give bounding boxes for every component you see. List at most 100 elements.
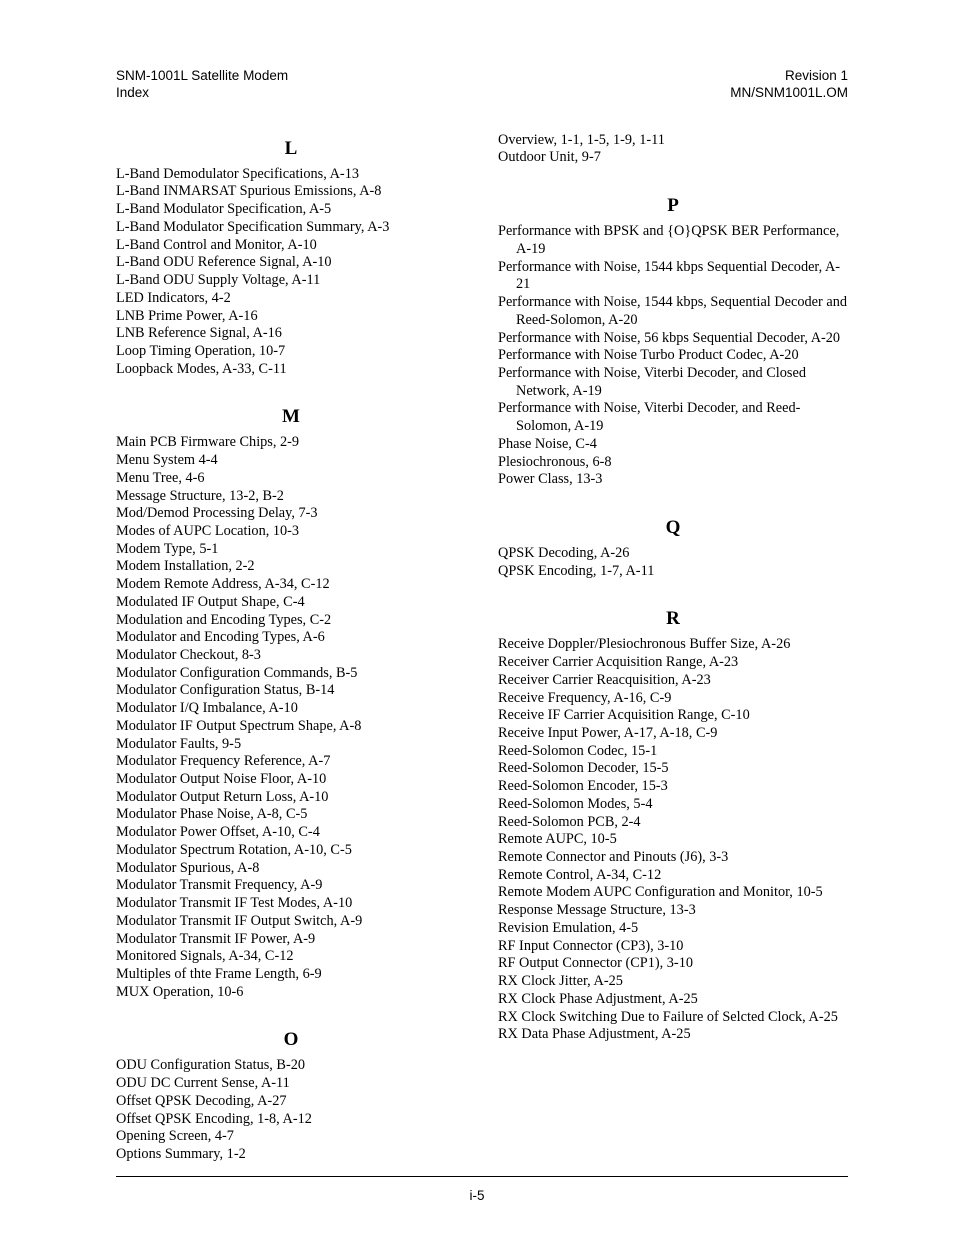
index-entry: Offset QPSK Decoding, A-27 [116,1093,466,1111]
index-entry: L-Band Demodulator Specifications, A-13 [116,166,466,184]
index-entry: Power Class, 13-3 [498,471,848,489]
index-entry: Modulator and Encoding Types, A-6 [116,629,466,647]
index-entry: Modulator Checkout, 8-3 [116,647,466,665]
left-column: LL-Band Demodulator Specifications, A-13… [116,132,466,1192]
index-entry: Performance with BPSK and {O}QPSK BER Pe… [498,223,848,258]
index-entry: Modem Type, 5-1 [116,541,466,559]
index-entry: Performance with Noise Turbo Product Cod… [498,347,848,365]
index-entry: ODU DC Current Sense, A-11 [116,1075,466,1093]
index-entry: MUX Operation, 10-6 [116,984,466,1002]
index-entry: LED Indicators, 4-2 [116,290,466,308]
header-right: Revision 1 MN/SNM1001L.OM [730,68,848,102]
index-entry: Modulator Spurious, A-8 [116,860,466,878]
index-entry: Modulator I/Q Imbalance, A-10 [116,700,466,718]
index-entry: Modulator Configuration Commands, B-5 [116,665,466,683]
right-column: Overview, 1-1, 1-5, 1-9, 1-11Outdoor Uni… [498,132,848,1192]
index-entry: Remote Connector and Pinouts (J6), 3-3 [498,849,848,867]
index-entry: Modulation and Encoding Types, C-2 [116,612,466,630]
index-section: M Main PCB Firmware Chips, 2-9Menu System… [116,406,466,1001]
index-entry: ODU Configuration Status, B-20 [116,1057,466,1075]
index-entry: Modulator Output Return Loss, A-10 [116,789,466,807]
header-model: SNM-1001L Satellite Modem [116,68,288,85]
entries: L-Band Demodulator Specifications, A-13 L… [116,166,466,379]
index-entry: Modem Remote Address, A-34, C-12 [116,576,466,594]
index-entry: Performance with Noise, 1544 kbps Sequen… [498,259,848,294]
index-entry: Options Summary, 1-2 [116,1146,466,1164]
index-entry: L-Band ODU Reference Signal, A-10 [116,254,466,272]
entries: Overview, 1-1, 1-5, 1-9, 1-11Outdoor Uni… [498,132,848,167]
header-revision: Revision 1 [730,68,848,85]
index-entry: Revision Emulation, 4-5 [498,920,848,938]
index-entry: Modulator Spectrum Rotation, A-10, C-5 [116,842,466,860]
index-entry: RX Clock Switching Due to Failure of Sel… [498,1009,848,1027]
index-entry: QPSK Decoding, A-26 [498,545,848,563]
header-section: Index [116,85,288,102]
index-entry: L-Band ODU Supply Voltage, A-11 [116,272,466,290]
entries: QPSK Decoding, A-26QPSK Encoding, 1-7, A… [498,545,848,580]
index-entry: Receive Frequency, A-16, C-9 [498,690,848,708]
index-entry: L-Band Modulator Specification Summary, … [116,219,466,237]
index-entry: Reed-Solomon PCB, 2-4 [498,814,848,832]
index-entry: Multiples of thte Frame Length, 6-9 [116,966,466,984]
index-entry: RX Clock Jitter, A-25 [498,973,848,991]
index-entry: Remote Modem AUPC Configuration and Moni… [498,884,848,902]
index-section: PPerformance with BPSK and {O}QPSK BER P… [498,195,848,489]
index-entry: Modulator Frequency Reference, A-7 [116,753,466,771]
index-entry: RF Input Connector (CP3), 3-10 [498,938,848,956]
index-entry: Modulator Phase Noise, A-8, C-5 [116,806,466,824]
index-entry: Monitored Signals, A-34, C-12 [116,948,466,966]
index-entry: Mod/Demod Processing Delay, 7-3 [116,505,466,523]
index-entry: Plesiochronous, 6-8 [498,454,848,472]
index-entry: Modulator Power Offset, A-10, C-4 [116,824,466,842]
section-title: R [498,608,848,630]
index-entry: RX Clock Phase Adjustment, A-25 [498,991,848,1009]
index-entry: Phase Noise, C-4 [498,436,848,454]
section-title: M [116,406,466,428]
index-entry: Loopback Modes, A-33, C-11 [116,361,466,379]
header-docnum: MN/SNM1001L.OM [730,85,848,102]
index-entry: Performance with Noise, 1544 kbps, Seque… [498,294,848,329]
index-entry: RX Data Phase Adjustment, A-25 [498,1026,848,1044]
index-entry: Reed-Solomon Codec, 15-1 [498,743,848,761]
index-entry: Modulator IF Output Spectrum Shape, A-8 [116,718,466,736]
header-left: SNM-1001L Satellite Modem Index [116,68,288,102]
index-entry: Receiver Carrier Acquisition Range, A-23 [498,654,848,672]
section-title: O [116,1029,466,1051]
index-entry: Overview, 1-1, 1-5, 1-9, 1-11 [498,132,848,150]
index-entry: Modulator Transmit IF Output Switch, A-9 [116,913,466,931]
index-entry: L-Band Control and Monitor, A-10 [116,237,466,255]
index-entry: Receiver Carrier Reacquisition, A-23 [498,672,848,690]
index-section: O ODU Configuration Status, B-20ODU DC Cu… [116,1029,466,1163]
index-entry: Reed-Solomon Modes, 5-4 [498,796,848,814]
index-entry: LNB Reference Signal, A-16 [116,325,466,343]
index-entry: Reed-Solomon Encoder, 15-3 [498,778,848,796]
index-page: SNM-1001L Satellite Modem Index Revision… [0,0,954,1235]
entries: Performance with BPSK and {O}QPSK BER Pe… [498,223,848,489]
footer: i-5 [0,1188,954,1203]
index-entry: Menu Tree, 4-6 [116,470,466,488]
index-entry: Loop Timing Operation, 10-7 [116,343,466,361]
index-entry: Receive Input Power, A-17, A-18, C-9 [498,725,848,743]
index-entry: QPSK Encoding, 1-7, A-11 [498,563,848,581]
index-entry: Performance with Noise, Viterbi Decoder,… [498,400,848,435]
index-entry: Modulator Output Noise Floor, A-10 [116,771,466,789]
index-section: Overview, 1-1, 1-5, 1-9, 1-11Outdoor Uni… [498,132,848,167]
page-header: SNM-1001L Satellite Modem Index Revision… [116,68,848,102]
entries: ODU Configuration Status, B-20ODU DC Cur… [116,1057,466,1163]
index-entry: Modulator Configuration Status, B-14 [116,682,466,700]
index-section: R Receive Doppler/Plesiochronous Buffer S… [498,608,848,1044]
index-entry: Outdoor Unit, 9-7 [498,149,848,167]
index-entry: Modulator Transmit Frequency, A-9 [116,877,466,895]
index-entry: Performance with Noise, Viterbi Decoder,… [498,365,848,400]
index-columns: LL-Band Demodulator Specifications, A-13… [116,132,848,1192]
index-entry: Offset QPSK Encoding, 1-8, A-12 [116,1111,466,1129]
index-entry: Remote AUPC, 10-5 [498,831,848,849]
index-entry: Modem Installation, 2-2 [116,558,466,576]
index-section: QQPSK Decoding, A-26QPSK Encoding, 1-7, … [498,517,848,580]
index-entry: Modulated IF Output Shape, C-4 [116,594,466,612]
index-entry: Opening Screen, 4-7 [116,1128,466,1146]
entries: Main PCB Firmware Chips, 2-9Menu System … [116,434,466,1001]
index-entry: Response Message Structure, 13-3 [498,902,848,920]
index-entry: Receive Doppler/Plesiochronous Buffer Si… [498,636,848,654]
index-entry: Modes of AUPC Location, 10-3 [116,523,466,541]
